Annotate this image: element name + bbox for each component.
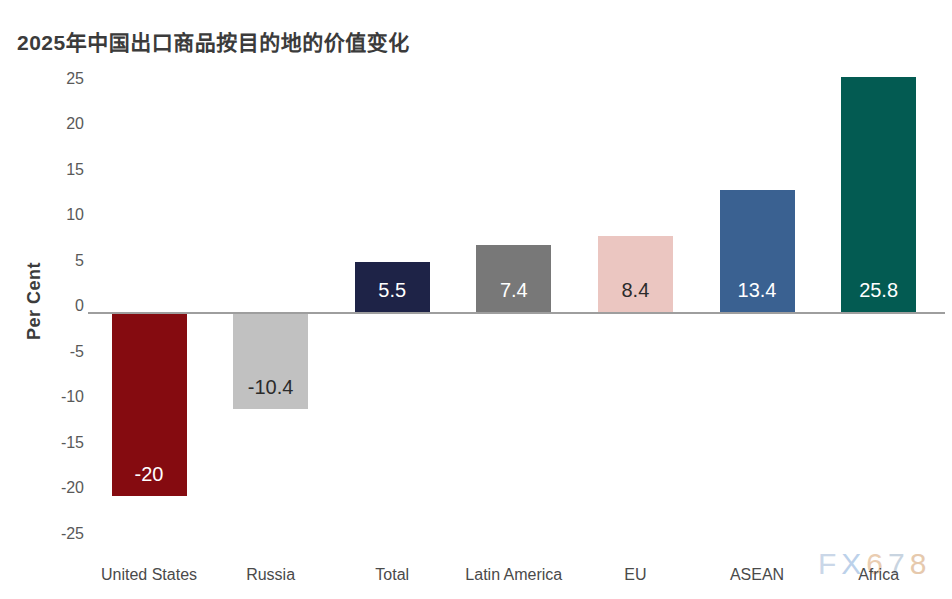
y-tick-label: 10 [0, 205, 84, 225]
chart-container: 2025年中国出口商品按目的地的价值变化 Per Cent 2520151050… [0, 0, 952, 599]
y-tick-label: 20 [0, 114, 84, 134]
y-tick-label: 15 [0, 160, 84, 180]
bar-russia: -10.4 [233, 314, 308, 409]
bar-value-label: -20 [135, 463, 164, 486]
bar-latin-america: 7.4 [476, 245, 551, 312]
bar-value-label: -10.4 [248, 376, 294, 399]
bar-united-states: -20 [112, 314, 187, 496]
bar-value-label: 8.4 [621, 279, 649, 302]
bar-value-label: 7.4 [500, 279, 528, 302]
bar-africa: 25.8 [841, 77, 916, 312]
y-tick-label: -25 [0, 524, 84, 544]
y-tick-label: 5 [0, 251, 84, 271]
y-tick-label: -10 [0, 387, 84, 407]
zero-axis-line [88, 312, 945, 314]
y-tick-label: -5 [0, 342, 84, 362]
bar-value-label: 13.4 [738, 279, 777, 302]
y-tick-label: 25 [0, 69, 84, 89]
y-tick-label: -15 [0, 433, 84, 453]
bar-eu: 8.4 [598, 236, 673, 312]
bar-total: 5.5 [355, 262, 430, 312]
chart-title: 2025年中国出口商品按目的地的价值变化 [17, 26, 410, 56]
x-category-label: Africa [799, 566, 952, 584]
bar-asean: 13.4 [720, 190, 795, 312]
y-tick-label: -20 [0, 478, 84, 498]
bar-value-label: 25.8 [859, 279, 898, 302]
y-tick-label: 0 [0, 296, 84, 316]
bar-value-label: 5.5 [378, 279, 406, 302]
